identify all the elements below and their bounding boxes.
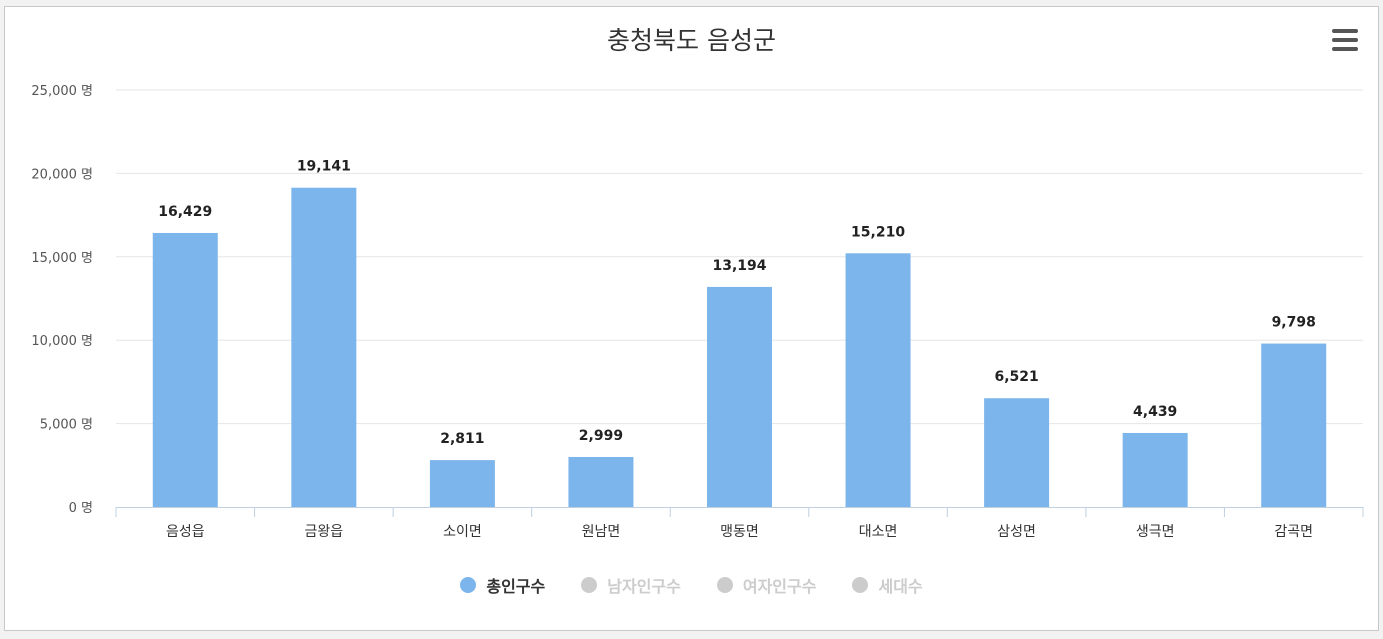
x-tick-label: 삼성면	[997, 524, 1036, 540]
y-tick-label: 20,000 명	[31, 167, 93, 182]
x-axis: 음성읍 금왕읍 소이면 원남면 맹동면 대소면 삼성면 생극면 감곡면	[115, 507, 1364, 540]
x-tick-label: 음성읍	[166, 524, 205, 540]
legend: 총인구수 남자인구수 여자인구수 세대수	[5, 573, 1378, 597]
bar[interactable]	[152, 232, 218, 507]
x-tick-label: 맹동면	[720, 524, 759, 540]
bar[interactable]	[291, 187, 357, 507]
chart-title: 충청북도 음성군	[607, 26, 776, 55]
y-tick-label: 15,000 명	[31, 251, 93, 266]
x-tick-label: 원남면	[582, 524, 621, 540]
data-label: 13,194	[712, 258, 766, 274]
legend-label: 총인구수	[486, 577, 546, 596]
data-label: 15,210	[851, 224, 905, 240]
x-tick-label: 소이면	[443, 524, 482, 540]
y-tick-label: 10,000 명	[31, 334, 93, 349]
data-label: 4,439	[1133, 404, 1177, 420]
y-tick-label: 5,000 명	[40, 418, 93, 433]
legend-marker	[852, 577, 869, 593]
legend-label: 여자인구수	[742, 577, 817, 596]
y-tick-label: 0 명	[69, 501, 93, 516]
chart-container: 충청북도 음성군 0 명 5,000 명 10,000 명 15,000 명 20,00…	[4, 6, 1379, 631]
bars	[152, 187, 1327, 507]
bar[interactable]	[984, 398, 1050, 507]
legend-item[interactable]: 세대수	[852, 573, 923, 597]
legend-marker	[460, 577, 477, 593]
x-tick-label: 금왕읍	[305, 524, 344, 540]
hamburger-menu-icon[interactable]	[1332, 29, 1358, 51]
x-tick-label: 대소면	[859, 524, 898, 540]
y-tick-label: 25,000 명	[31, 84, 93, 99]
legend-label: 세대수	[878, 577, 923, 596]
legend-item[interactable]: 여자인구수	[716, 573, 817, 597]
data-label: 2,811	[440, 431, 484, 447]
x-tick-label: 생극면	[1136, 524, 1175, 540]
bar-chart-plot: 0 명 5,000 명 10,000 명 15,000 명 20,000 명 25,000…	[31, 84, 1364, 540]
legend-label: 남자인구수	[607, 577, 681, 596]
legend-marker	[716, 577, 733, 593]
data-label: 16,429	[158, 204, 212, 220]
bar[interactable]	[707, 286, 772, 507]
data-label: 2,999	[579, 428, 623, 444]
legend-item[interactable]: 총인구수	[460, 573, 545, 597]
data-label: 19,141	[297, 159, 351, 175]
bar[interactable]	[429, 460, 495, 507]
bar[interactable]	[845, 253, 911, 507]
bar[interactable]	[568, 456, 634, 507]
data-label: 6,521	[994, 369, 1038, 385]
bar[interactable]	[1122, 432, 1188, 507]
y-axis-labels: 0 명 5,000 명 10,000 명 15,000 명 20,000 명 25,000…	[31, 84, 93, 516]
bar[interactable]	[1261, 343, 1327, 507]
data-label: 9,798	[1272, 315, 1316, 331]
x-tick-label: 감곡면	[1274, 524, 1313, 540]
data-labels: 16,429 19,141 2,811 2,999 13,194 15,210 6,521 4…	[158, 159, 1316, 447]
legend-item[interactable]: 남자인구수	[581, 573, 681, 597]
legend-marker	[581, 577, 598, 593]
